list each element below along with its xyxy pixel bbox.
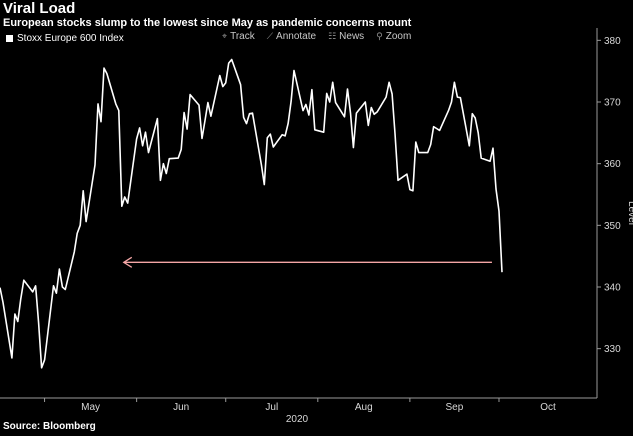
chart-toolbar: ⌖ Track ⟋ Annotate ☷ News ⚲ Zoom [222, 31, 411, 42]
x-tick-label: May [81, 402, 100, 413]
x-tick-label: Aug [355, 402, 373, 413]
x-tick-label: Jul [265, 402, 278, 413]
news-icon: ☷ [328, 31, 337, 41]
annotation-arrow-head [122, 256, 133, 268]
toolbar-track-button[interactable]: ⌖ Track [222, 31, 255, 42]
y-tick-label: 370 [604, 98, 621, 109]
x-tick-label: Oct [540, 402, 556, 413]
pencil-icon: ⟋ [266, 31, 274, 41]
y-tick-label: 360 [604, 159, 621, 170]
x-tick-label: Jun [173, 402, 189, 413]
marks [0, 58, 503, 369]
toolbar-zoom-button[interactable]: ⚲ Zoom [376, 31, 411, 42]
legend: Stoxx Europe 600 Index [6, 33, 124, 44]
toolbar-news-label: News [339, 31, 365, 42]
y-tick-label: 350 [604, 221, 621, 232]
toolbar-zoom-label: Zoom [385, 31, 412, 42]
x-tick-label: Sep [446, 402, 464, 413]
y-tick-label: 380 [604, 36, 621, 47]
magnifier-icon: ⚲ [376, 31, 383, 41]
axes: 330 340 350 360 370 380 May Jun Jul Aug Sep Oct 2020… [0, 28, 633, 425]
x-axis-title: 2020 [286, 414, 309, 425]
source-note: Source: Bloomberg [3, 421, 96, 432]
toolbar-track-label: Track [230, 31, 255, 42]
chart-title: Viral Load [3, 0, 76, 17]
y-tick-label: 340 [604, 283, 621, 294]
series-line [0, 58, 503, 369]
legend-label: Stoxx Europe 600 Index [17, 33, 124, 44]
crosshair-icon: ⌖ [222, 31, 228, 41]
toolbar-annotate-label: Annotate [276, 31, 317, 42]
chart-subtitle: European stocks slump to the lowest sinc… [3, 17, 412, 29]
y-tick-label: 330 [604, 344, 621, 355]
y-axis-title: Level [626, 201, 633, 225]
toolbar-annotate-button[interactable]: ⟋ Annotate [267, 31, 316, 42]
toolbar-news-button[interactable]: ☷ News [328, 31, 364, 42]
legend-swatch [6, 35, 13, 42]
